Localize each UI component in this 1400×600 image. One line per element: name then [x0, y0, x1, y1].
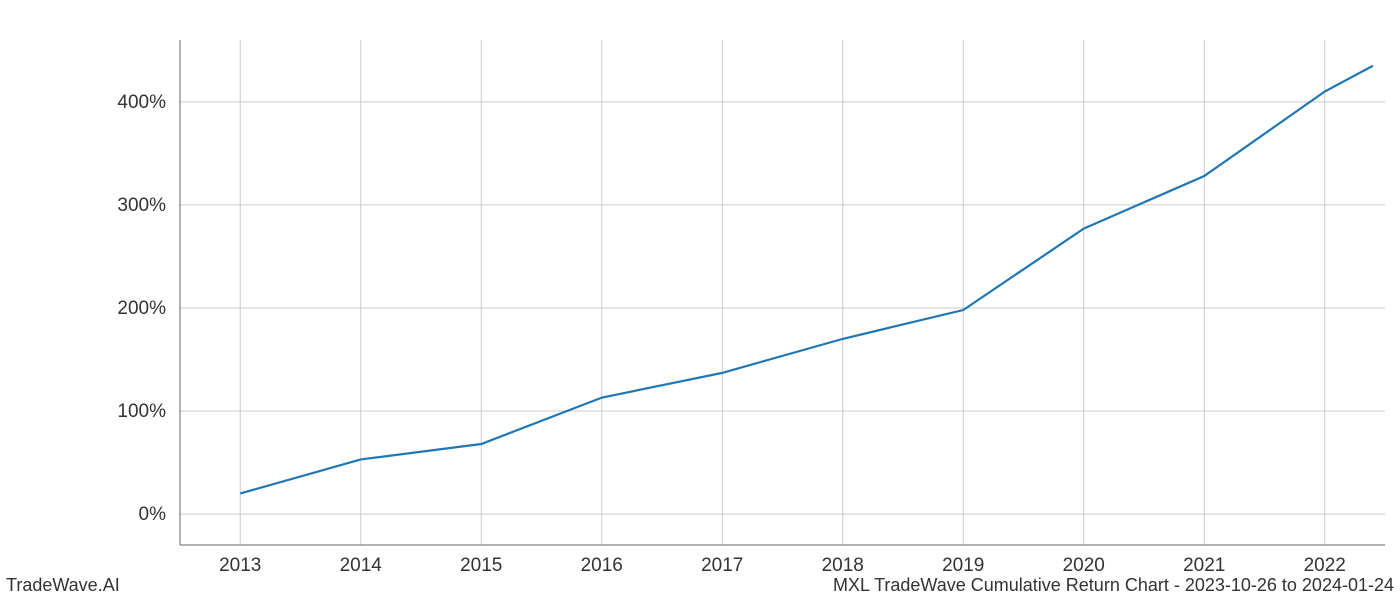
- footer-left-label: TradeWave.AI: [6, 575, 120, 596]
- line-chart: 2013 2014 2015 2016 2017 2018 2019 2020 2021 2022…: [0, 0, 1400, 600]
- x-tick-label: 2020: [1063, 555, 1105, 576]
- chart-container: 2013 2014 2015 2016 2017 2018 2019 2020 2021 2022…: [0, 0, 1400, 600]
- x-tick-label: 2016: [581, 555, 623, 576]
- footer-right-label: MXL TradeWave Cumulative Return Chart - …: [833, 575, 1394, 596]
- data-series-line: [240, 66, 1373, 494]
- y-tick-label: 200%: [117, 298, 166, 319]
- y-tick-label: 0%: [139, 504, 167, 525]
- x-tick-label: 2017: [701, 555, 743, 576]
- x-tick-label: 2015: [460, 555, 502, 576]
- x-tick-label: 2022: [1304, 555, 1346, 576]
- x-tick-label: 2021: [1183, 555, 1225, 576]
- y-tick-label: 100%: [117, 401, 166, 422]
- y-tick-label: 300%: [117, 195, 166, 216]
- x-tick-label: 2014: [340, 555, 383, 576]
- x-tick-label: 2019: [942, 555, 984, 576]
- y-tick-label: 400%: [117, 92, 166, 113]
- x-tick-label: 2018: [822, 555, 864, 576]
- chart-footer: TradeWave.AI MXL TradeWave Cumulative Re…: [0, 575, 1400, 596]
- x-tick-label: 2013: [219, 555, 261, 576]
